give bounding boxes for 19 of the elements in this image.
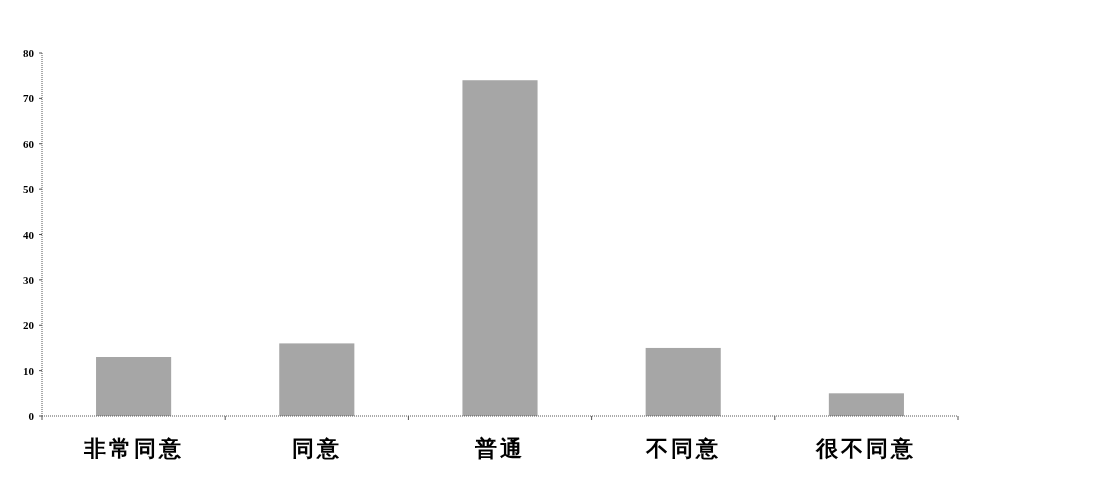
y-tick-label: 70: [23, 92, 35, 105]
y-tick-label: 40: [23, 228, 35, 241]
x-tick-label: 同意: [291, 436, 342, 461]
y-tick-label: 60: [23, 137, 35, 150]
x-tick-label: 很不同意: [815, 436, 917, 461]
y-tick-label: 0: [28, 410, 35, 422]
x-tick-label: 非常同意: [82, 436, 184, 461]
y-tick-label: 20: [23, 319, 35, 332]
y-tick-label: 10: [23, 364, 35, 377]
x-tick-label: 普通: [474, 436, 525, 461]
y-tick-label: 30: [23, 273, 35, 286]
bar: [279, 343, 355, 416]
y-tick-label: 80: [23, 47, 35, 59]
bar: [828, 393, 904, 416]
bar: [462, 80, 538, 416]
y-tick-label: 50: [23, 183, 35, 196]
x-tick-label: 不同意: [644, 436, 721, 461]
bar: [96, 357, 172, 416]
bar: [645, 347, 721, 416]
